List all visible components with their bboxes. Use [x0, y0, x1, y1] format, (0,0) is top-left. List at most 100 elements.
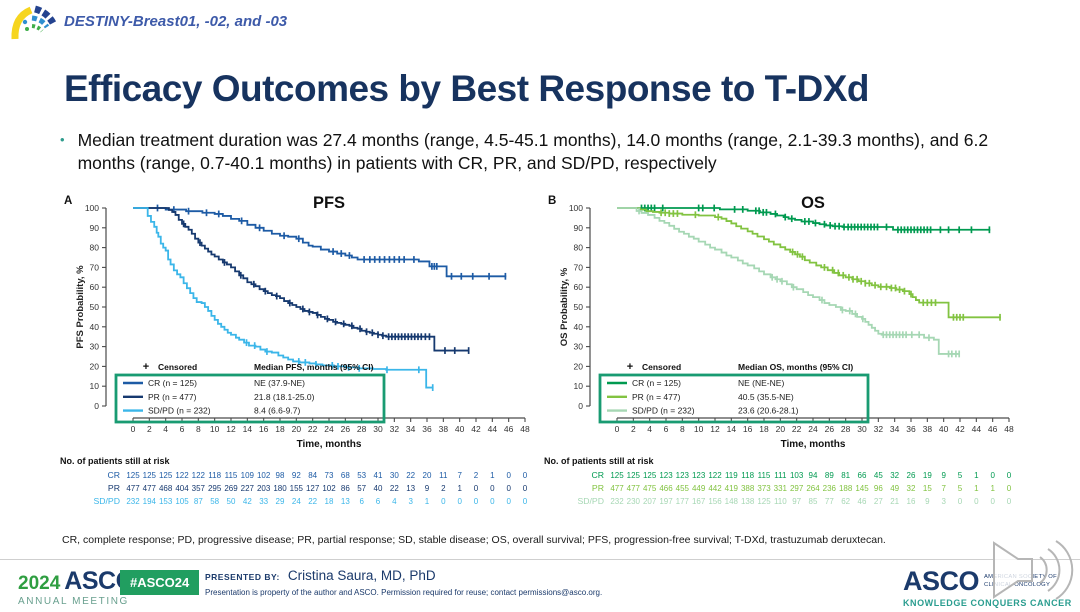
- risk-count: 232: [126, 497, 140, 506]
- x-tick-label: 46: [504, 424, 514, 434]
- risk-count: 0: [474, 484, 479, 493]
- y-tick-label: 100: [85, 203, 99, 213]
- risk-count: 357: [192, 484, 206, 493]
- y-tick-label: 50: [574, 302, 584, 312]
- y-tick-label: 100: [569, 203, 583, 213]
- risk-count: 0: [490, 484, 495, 493]
- risk-row-label: CR: [107, 470, 120, 480]
- censored-marker: +: [143, 361, 149, 373]
- panel-label: A: [64, 195, 72, 207]
- presented-by-label: PRESENTED BY:: [205, 572, 280, 582]
- y-axis-label: OS Probability, %: [559, 267, 570, 346]
- x-tick-label: 48: [520, 424, 530, 434]
- y-tick-label: 30: [90, 342, 100, 352]
- x-tick-label: 28: [357, 424, 367, 434]
- risk-count: 0: [506, 471, 511, 480]
- x-tick-label: 36: [906, 424, 916, 434]
- risk-count: 7: [941, 484, 946, 493]
- x-tick-label: 0: [615, 424, 620, 434]
- risk-count: 125: [143, 471, 157, 480]
- risk-count: 373: [757, 484, 771, 493]
- x-tick-label: 40: [455, 424, 465, 434]
- legend-box: [598, 373, 870, 424]
- censored-marker: +: [627, 361, 633, 373]
- risk-count: 125: [126, 471, 140, 480]
- x-tick-label: 10: [694, 424, 704, 434]
- risk-count: 6: [359, 497, 364, 506]
- risk-count: 109: [241, 471, 255, 480]
- risk-count: 9: [925, 497, 930, 506]
- risk-count: 0: [990, 497, 995, 506]
- x-tick-label: 20: [292, 424, 302, 434]
- y-tick-label: 70: [574, 262, 584, 272]
- risk-count: 77: [825, 497, 834, 506]
- x-tick-label: 30: [373, 424, 383, 434]
- risk-count: 115: [758, 471, 771, 480]
- risk-count: 24: [292, 497, 301, 506]
- asco-meeting-logo-icon: [8, 4, 57, 47]
- risk-count: 58: [210, 497, 219, 506]
- annual-meeting-logo: 2024 ASCO ANNUAL MEETING: [18, 567, 135, 607]
- risk-count: 68: [341, 471, 350, 480]
- risk-count: 125: [159, 471, 173, 480]
- risk-count: 96: [874, 484, 883, 493]
- risk-count: 297: [790, 484, 804, 493]
- y-tick-label: 20: [90, 361, 100, 371]
- risk-count: 1: [974, 484, 979, 493]
- x-tick-label: 22: [308, 424, 318, 434]
- risk-count: 94: [809, 471, 818, 480]
- cr-curve: [133, 207, 507, 278]
- risk-count: 331: [774, 484, 788, 493]
- y-tick-label: 60: [574, 282, 584, 292]
- y-tick-label: 80: [90, 243, 100, 253]
- trial-label: DESTINY-Breast01, -02, and -03: [64, 13, 288, 30]
- y-tick-label: 30: [574, 342, 584, 352]
- risk-count: 197: [659, 497, 673, 506]
- risk-count: 194: [143, 497, 157, 506]
- footer-divider: [0, 559, 1080, 560]
- risk-count: 105: [175, 497, 189, 506]
- y-axis-label: PFS Probability, %: [75, 265, 86, 349]
- asco-org-subtext-line2: CLINICAL ONCOLOGY: [984, 581, 1051, 588]
- page-title: Efficacy Outcomes by Best Response to T-…: [64, 68, 870, 109]
- risk-count: 0: [457, 497, 462, 506]
- x-tick-label: 0: [131, 424, 136, 434]
- legend-header: Median PFS, months (95% CI): [254, 362, 374, 372]
- risk-count: 0: [1007, 484, 1012, 493]
- x-tick-label: 2: [631, 424, 636, 434]
- risk-count: 123: [676, 471, 690, 480]
- risk-count: 1: [490, 471, 495, 480]
- audio-speaker-icon[interactable]: [986, 535, 1080, 612]
- risk-count: 145: [855, 484, 869, 493]
- risk-count: 9: [941, 471, 946, 480]
- risk-count: 87: [194, 497, 203, 506]
- risk-table-title: No. of patients still at risk: [544, 456, 655, 466]
- risk-count: 22: [390, 484, 399, 493]
- risk-count: 32: [907, 484, 916, 493]
- risk-count: 477: [126, 484, 140, 493]
- x-tick-label: 18: [759, 424, 769, 434]
- risk-count: 138: [741, 497, 755, 506]
- x-tick-label: 32: [874, 424, 884, 434]
- risk-count: 4: [392, 497, 397, 506]
- x-tick-label: 40: [939, 424, 949, 434]
- bullet-row: • Median treatment duration was 27.4 mon…: [60, 129, 1025, 176]
- risk-count: 442: [708, 484, 722, 493]
- risk-count: 118: [208, 471, 221, 480]
- risk-count: 102: [322, 484, 336, 493]
- bullet-marker-icon: •: [60, 132, 65, 147]
- x-tick-label: 44: [972, 424, 982, 434]
- risk-row-label: SD/PD: [93, 496, 120, 506]
- risk-count: 419: [725, 484, 739, 493]
- y-tick-label: 70: [90, 262, 100, 272]
- risk-count: 155: [290, 484, 304, 493]
- x-tick-label: 12: [710, 424, 720, 434]
- x-tick-label: 42: [471, 424, 481, 434]
- x-tick-label: 4: [163, 424, 168, 434]
- risk-count: 57: [357, 484, 366, 493]
- risk-count: 110: [774, 497, 787, 506]
- risk-count: 177: [676, 497, 690, 506]
- risk-count: 230: [627, 497, 641, 506]
- risk-count: 264: [806, 484, 820, 493]
- risk-count: 6: [376, 497, 381, 506]
